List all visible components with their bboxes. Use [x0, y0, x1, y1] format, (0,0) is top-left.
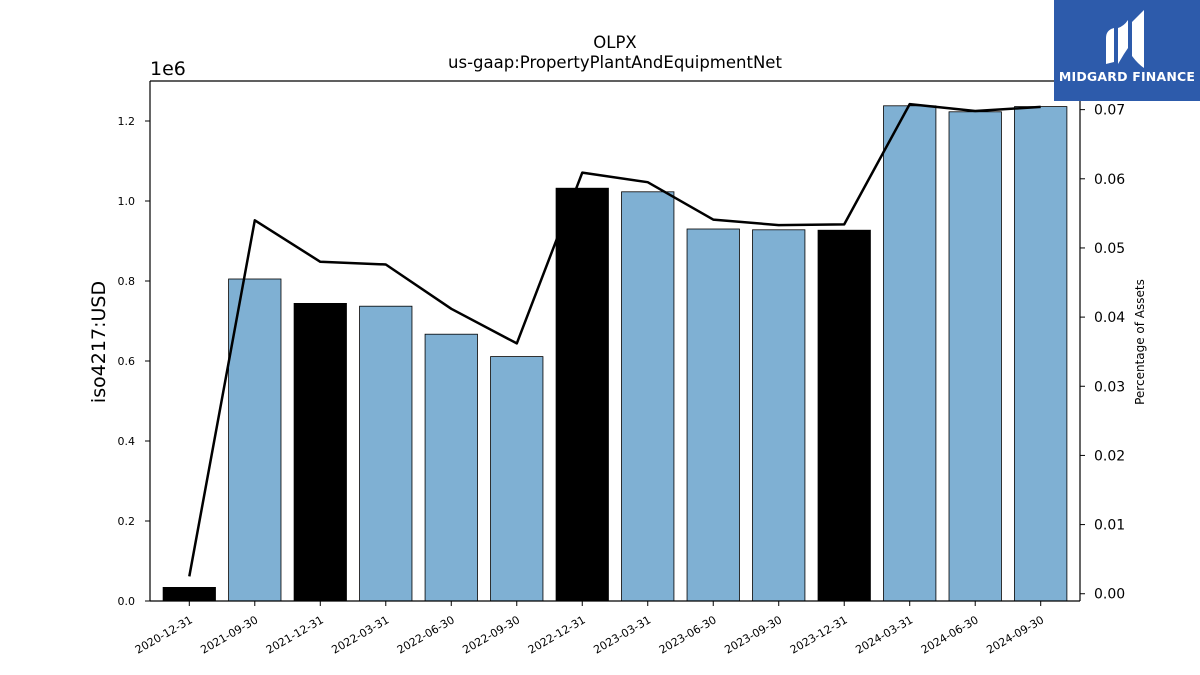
x-tick-label: 2022-09-30 [460, 613, 522, 656]
x-tick-label: 2023-06-30 [657, 613, 719, 656]
bar-2023-12-31 [817, 229, 871, 602]
y2-tick-label: 0.05 [1094, 241, 1125, 257]
y-tick-label: 1.2 [118, 115, 136, 128]
bar-2022-06-30 [424, 333, 478, 602]
x-tick-label: 2022-06-30 [395, 613, 457, 656]
bar-2021-09-30 [228, 278, 282, 602]
y2-tick-label: 0.04 [1094, 310, 1125, 326]
y2-tick-label: 0.02 [1094, 448, 1125, 464]
x-tick-label: 2022-03-31 [329, 613, 391, 656]
y2-axis-label: Percentage of Assets [1133, 279, 1147, 405]
x-tick-label: 2024-06-30 [919, 613, 981, 656]
bar-2022-03-31 [359, 305, 413, 602]
y-tick-label: 0.6 [118, 355, 136, 368]
bar-2020-12-31 [162, 587, 216, 602]
y2-ticks-group: 0.00 0.01 0.02 0.03 0.04 0.05 0.06 0.07 [1080, 103, 1125, 603]
x-tick-label: 2023-09-30 [722, 613, 784, 656]
bar-2023-09-30 [752, 229, 806, 602]
y-ticks-group: 0.0 0.2 0.4 0.6 0.8 1.0 1.2 [118, 115, 150, 608]
x-tick-label: 2024-03-31 [853, 613, 915, 656]
y-axis-label: iso4217:USD [88, 281, 110, 403]
y-tick-label: 1.0 [118, 195, 136, 208]
bars-group [162, 105, 1068, 602]
bar-2022-09-30 [490, 356, 544, 602]
y2-tick-label: 0.07 [1094, 103, 1125, 119]
y2-tick-label: 0.01 [1094, 518, 1125, 534]
y2-tick-label: 0.00 [1094, 587, 1125, 603]
bar-2022-12-31 [555, 187, 609, 602]
midgard-logo-icon [1106, 10, 1144, 68]
y-tick-label: 0.4 [118, 435, 136, 448]
bar-2024-03-31 [883, 105, 937, 602]
x-tick-label: 2021-12-31 [264, 613, 326, 656]
x-tick-label: 2024-09-30 [984, 613, 1046, 656]
line-group [188, 102, 1041, 577]
x-tick-label: 2023-03-31 [591, 613, 653, 656]
y-tick-label: 0.2 [118, 515, 136, 528]
x-ticks-group: 2020-12-31 2021-09-30 2021-12-31 2022-03-31… [133, 601, 1046, 657]
x-tick-label: 2022-12-31 [526, 613, 588, 656]
y-tick-label: 0.8 [118, 275, 136, 288]
y2-tick-label: 0.03 [1094, 379, 1125, 395]
bar-2023-06-30 [686, 228, 740, 602]
percentage-line [188, 102, 1041, 577]
y-tick-label: 0.0 [118, 595, 136, 608]
x-tick-label: 2020-12-31 [133, 613, 195, 656]
bar-2024-09-30 [1014, 106, 1068, 602]
y2-tick-label: 0.06 [1094, 172, 1125, 188]
logo-text: MIDGARD FINANCE [1058, 69, 1196, 84]
bar-2021-12-31 [293, 302, 347, 602]
y-scale-label: 1e6 [150, 58, 186, 80]
axes-group [149, 80, 1081, 602]
bar-2024-06-30 [948, 111, 1002, 602]
midgard-finance-logo: MIDGARD FINANCE [1054, 0, 1200, 101]
bar-2023-03-31 [621, 191, 675, 602]
x-tick-label: 2021-09-30 [198, 613, 260, 656]
x-tick-label: 2023-12-31 [788, 613, 850, 656]
chart-subtitle: us-gaap:PropertyPlantAndEquipmentNet [448, 53, 782, 72]
chart-title: OLPX [593, 33, 636, 52]
